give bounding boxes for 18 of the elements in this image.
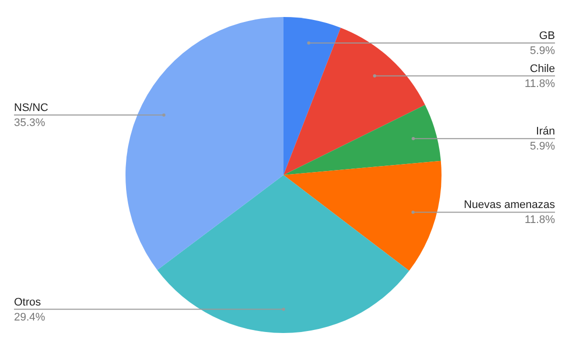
data-label: 11.8% — [524, 78, 556, 90]
data-label: 29.4% — [14, 311, 46, 324]
slice-label: Otros — [14, 296, 42, 308]
data-label: 5.9% — [530, 44, 556, 57]
slice-label: Nuevas amenazas — [464, 199, 556, 212]
pie-slice — [157, 175, 410, 333]
data-label: 5.9% — [530, 140, 556, 153]
pie-slice — [284, 28, 426, 175]
slice-label: GB — [539, 30, 555, 42]
slice-label: Chile — [530, 62, 555, 75]
pie-slice — [126, 17, 284, 270]
pie-slice — [284, 160, 442, 271]
pie-slice — [284, 17, 341, 175]
slice-label: Irán — [536, 126, 555, 138]
data-label: 35.3% — [14, 117, 46, 130]
slice-label: NS/NC — [14, 102, 48, 114]
data-label: 11.8% — [524, 214, 556, 226]
pie-slice — [284, 104, 441, 175]
